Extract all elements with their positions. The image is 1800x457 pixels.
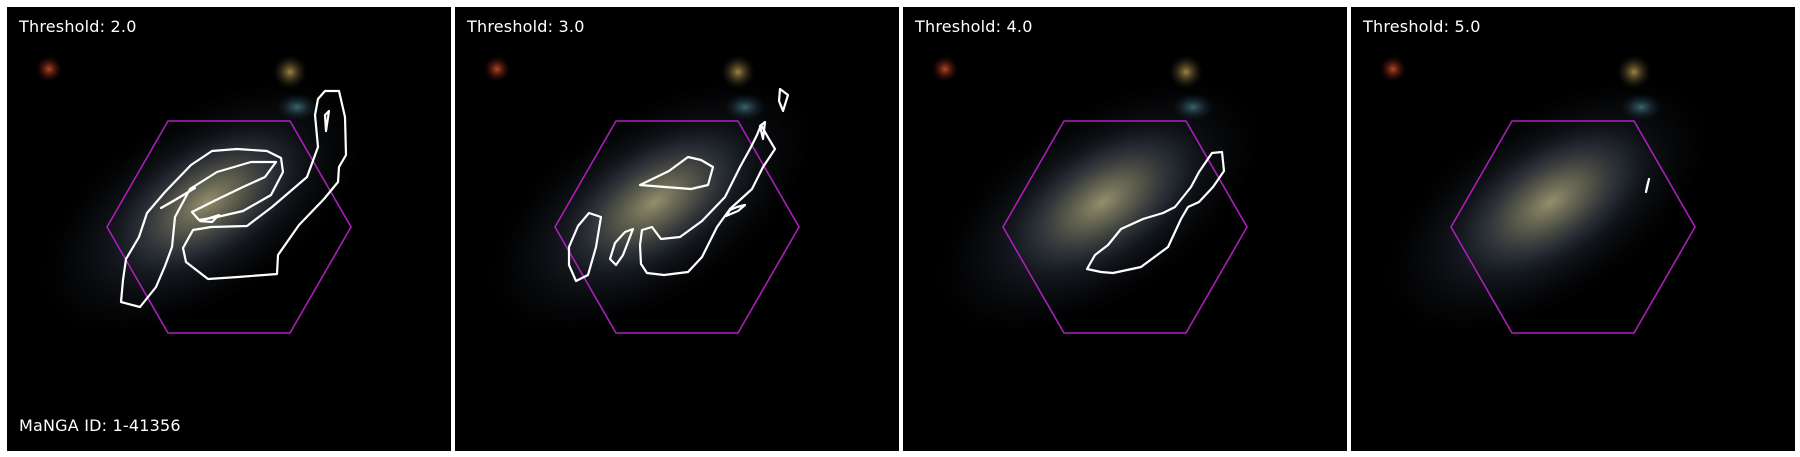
contour-lines [1644, 177, 1651, 194]
threshold-panel-4: Threshold: 5.0 [1351, 7, 1795, 451]
ifu-hexagon [1450, 120, 1696, 334]
threshold-label-4: Threshold: 5.0 [1363, 17, 1481, 36]
contour-lines [119, 89, 348, 309]
galaxy-image [7, 7, 451, 451]
contour-lines [1085, 150, 1226, 275]
threshold-panel-2: Threshold: 3.0 [455, 7, 899, 451]
threshold-panel-1: Threshold: 2.0 MaNGA ID: 1-41356 [7, 7, 451, 451]
threshold-label-2: Threshold: 3.0 [467, 17, 585, 36]
ifu-hexagon [106, 120, 352, 334]
threshold-panel-3: Threshold: 4.0 [903, 7, 1347, 451]
galaxy-image [903, 7, 1347, 451]
manga-id-label: MaNGA ID: 1-41356 [19, 416, 181, 435]
contour-lines [567, 87, 790, 283]
threshold-label-1: Threshold: 2.0 [19, 17, 137, 36]
galaxy-image [1351, 7, 1795, 451]
ifu-hexagon [1002, 120, 1248, 334]
galaxy-image [455, 7, 899, 451]
threshold-label-3: Threshold: 4.0 [915, 17, 1033, 36]
ifu-hexagon [554, 120, 800, 334]
